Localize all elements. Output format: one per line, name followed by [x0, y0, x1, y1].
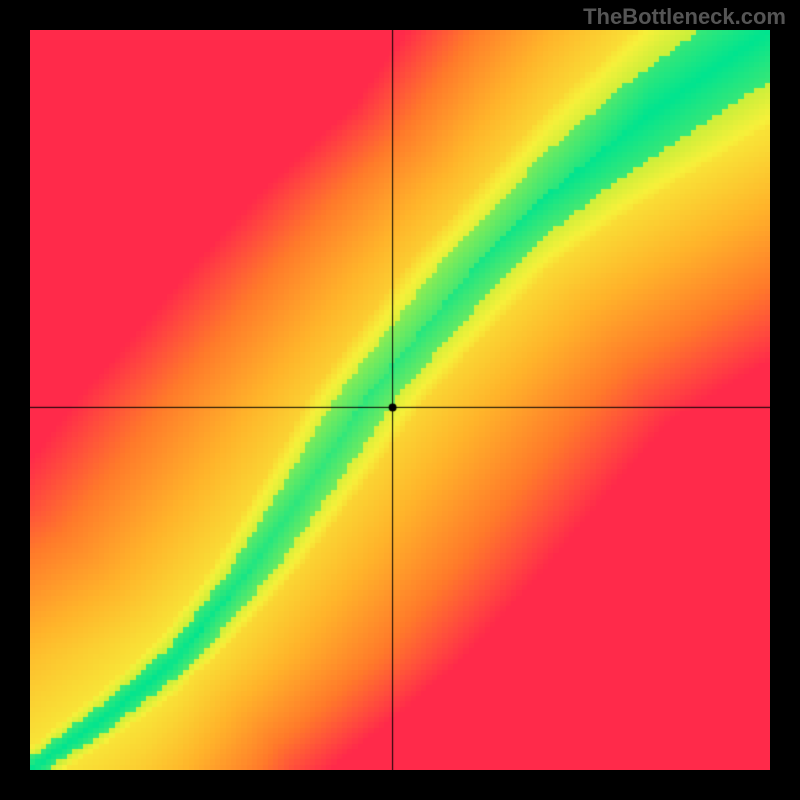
bottleneck-heatmap — [30, 30, 770, 770]
chart-container: TheBottleneck.com — [0, 0, 800, 800]
watermark-text: TheBottleneck.com — [583, 4, 786, 30]
